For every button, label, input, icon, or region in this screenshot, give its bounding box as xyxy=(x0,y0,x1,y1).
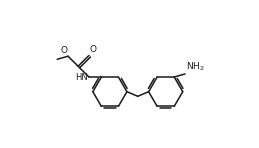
Text: NH$_2$: NH$_2$ xyxy=(186,61,204,73)
Text: O: O xyxy=(90,45,97,54)
Text: HN: HN xyxy=(75,73,88,82)
Text: O: O xyxy=(60,46,67,56)
